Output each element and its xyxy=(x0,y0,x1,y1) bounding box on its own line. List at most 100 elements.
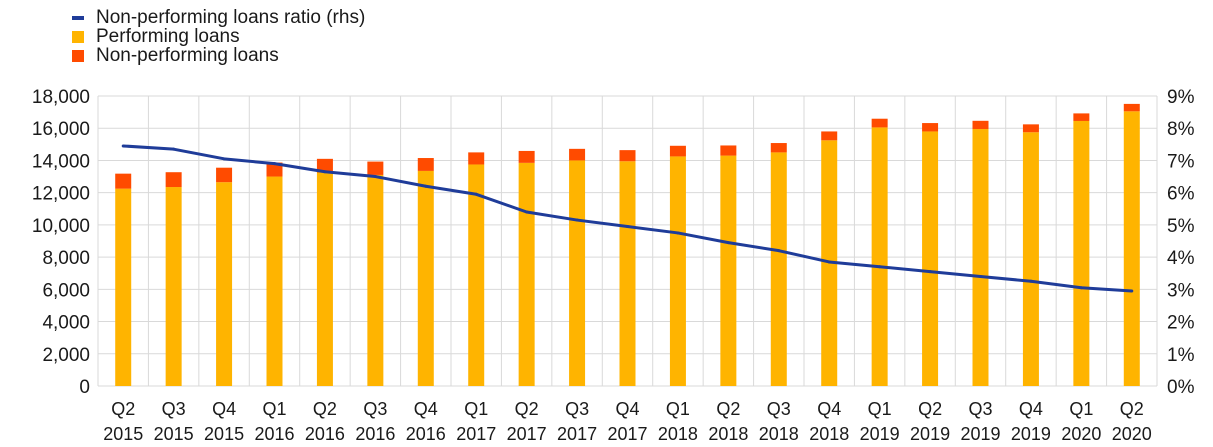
bar-non-performing-loans xyxy=(316,158,333,173)
bar-performing-loans xyxy=(669,156,686,386)
point-npl-ratio xyxy=(373,175,377,179)
x-tick-label-year: 2016 xyxy=(355,424,395,444)
bar-non-performing-loans xyxy=(569,148,586,161)
x-tick-label-quarter: Q4 xyxy=(817,399,841,419)
y-left-tick-label: 14,000 xyxy=(32,151,90,172)
bar-non-performing-loans xyxy=(619,150,636,162)
bar-non-performing-loans xyxy=(922,123,939,132)
bar-performing-loans xyxy=(115,188,132,386)
x-tick-label-year: 2019 xyxy=(1011,424,1051,444)
x-tick-label-year: 2017 xyxy=(607,424,647,444)
x-tick-label-year: 2018 xyxy=(658,424,698,444)
x-tick-label-quarter: Q4 xyxy=(414,399,438,419)
bar-performing-loans xyxy=(1022,132,1039,386)
point-npl-ratio xyxy=(726,241,730,245)
x-tick-label-year: 2016 xyxy=(254,424,294,444)
point-npl-ratio xyxy=(121,144,125,148)
point-npl-ratio xyxy=(676,231,680,235)
legend-swatch-npl-ratio xyxy=(72,15,84,20)
point-npl-ratio xyxy=(928,270,932,274)
x-tick-label-year: 2019 xyxy=(910,424,950,444)
y-left-tick-label: 16,000 xyxy=(32,119,90,140)
point-npl-ratio xyxy=(1029,279,1033,283)
x-tick-label-quarter: Q2 xyxy=(111,399,135,419)
point-npl-ratio xyxy=(222,157,226,161)
bar-performing-loans xyxy=(770,152,787,386)
y-left-tick-label: 12,000 xyxy=(32,184,90,205)
x-tick-label-year: 2018 xyxy=(759,424,799,444)
x-tick-label-quarter: Q1 xyxy=(262,399,286,419)
bar-performing-loans xyxy=(316,172,333,386)
bar-non-performing-loans xyxy=(720,145,737,156)
bar-performing-loans xyxy=(569,160,586,386)
y-right-tick-label: 5% xyxy=(1167,216,1195,237)
legend-swatch-npl xyxy=(72,49,84,62)
x-tick-label-quarter: Q1 xyxy=(868,399,892,419)
bar-non-performing-loans xyxy=(770,143,787,153)
bar-non-performing-loans xyxy=(115,173,132,189)
x-tick-label-year: 2020 xyxy=(1061,424,1101,444)
point-npl-ratio xyxy=(172,147,176,151)
x-tick-label-quarter: Q1 xyxy=(666,399,690,419)
point-npl-ratio xyxy=(474,192,478,196)
x-tick-label-quarter: Q1 xyxy=(464,399,488,419)
x-tick-label-quarter: Q2 xyxy=(313,399,337,419)
x-tick-label-year: 2018 xyxy=(708,424,748,444)
y-right-tick-label: 8% xyxy=(1167,119,1195,140)
x-tick-label-year: 2019 xyxy=(960,424,1000,444)
x-tick-label-quarter: Q3 xyxy=(968,399,992,419)
bar-non-performing-loans xyxy=(367,161,384,175)
y-left-tick-label: 4,000 xyxy=(42,313,90,334)
y-left-tick-label: 6,000 xyxy=(42,280,90,301)
bar-performing-loans xyxy=(720,155,737,386)
point-npl-ratio xyxy=(626,225,629,228)
point-npl-ratio xyxy=(1130,289,1134,293)
bar-non-performing-loans xyxy=(216,167,233,183)
bar-non-performing-loans xyxy=(266,162,283,177)
y-right-tick-label: 3% xyxy=(1167,280,1195,301)
y-right-tick-label: 2% xyxy=(1167,313,1195,334)
x-tick-label-year: 2015 xyxy=(103,424,143,444)
x-tick-label-quarter: Q3 xyxy=(363,399,387,419)
x-tick-label-quarter: Q3 xyxy=(767,399,791,419)
y-right-tick-label: 9% xyxy=(1167,87,1195,108)
bar-performing-loans xyxy=(619,161,636,386)
bar-non-performing-loans xyxy=(1073,113,1090,121)
bar-non-performing-loans xyxy=(165,172,182,188)
y-right-tick-label: 0% xyxy=(1167,377,1195,398)
x-tick-label-year: 2018 xyxy=(809,424,849,444)
bar-performing-loans xyxy=(367,174,384,386)
bar-non-performing-loans xyxy=(972,120,989,130)
bar-performing-loans xyxy=(518,162,535,386)
point-npl-ratio xyxy=(424,184,428,188)
bar-performing-loans xyxy=(1123,111,1140,387)
legend-item-performing: Performing loans xyxy=(72,27,365,46)
y-left-tick-label: 10,000 xyxy=(32,216,90,237)
point-npl-ratio xyxy=(273,162,276,166)
x-tick-label-quarter: Q4 xyxy=(615,399,639,419)
x-tick-label-year: 2017 xyxy=(507,424,547,444)
y-left-tick-label: 2,000 xyxy=(42,345,90,366)
x-tick-label-quarter: Q4 xyxy=(212,399,236,419)
y-left-tick-label: 8,000 xyxy=(42,248,90,269)
bar-non-performing-loans xyxy=(468,152,485,165)
point-npl-ratio xyxy=(575,218,579,222)
point-npl-ratio xyxy=(1079,286,1083,290)
bar-performing-loans xyxy=(417,170,434,386)
bar-non-performing-loans xyxy=(518,150,535,163)
bar-performing-loans xyxy=(266,176,283,386)
x-tick-label-quarter: Q2 xyxy=(716,399,740,419)
point-npl-ratio xyxy=(525,210,529,214)
y-right-tick-label: 7% xyxy=(1167,151,1195,172)
x-tick-label-quarter: Q2 xyxy=(515,399,539,419)
y-left-tick-label: 0 xyxy=(79,377,90,398)
bar-performing-loans xyxy=(922,131,939,386)
legend: Non-performing loans ratio (rhs) Perform… xyxy=(72,8,365,65)
x-tick-label-year: 2017 xyxy=(456,424,496,444)
y-right-tick-label: 4% xyxy=(1167,248,1195,269)
x-tick-label-quarter: Q4 xyxy=(1019,399,1043,419)
y-left-tick-label: 18,000 xyxy=(32,87,90,108)
point-npl-ratio xyxy=(777,249,781,253)
bar-non-performing-loans xyxy=(1022,124,1039,133)
